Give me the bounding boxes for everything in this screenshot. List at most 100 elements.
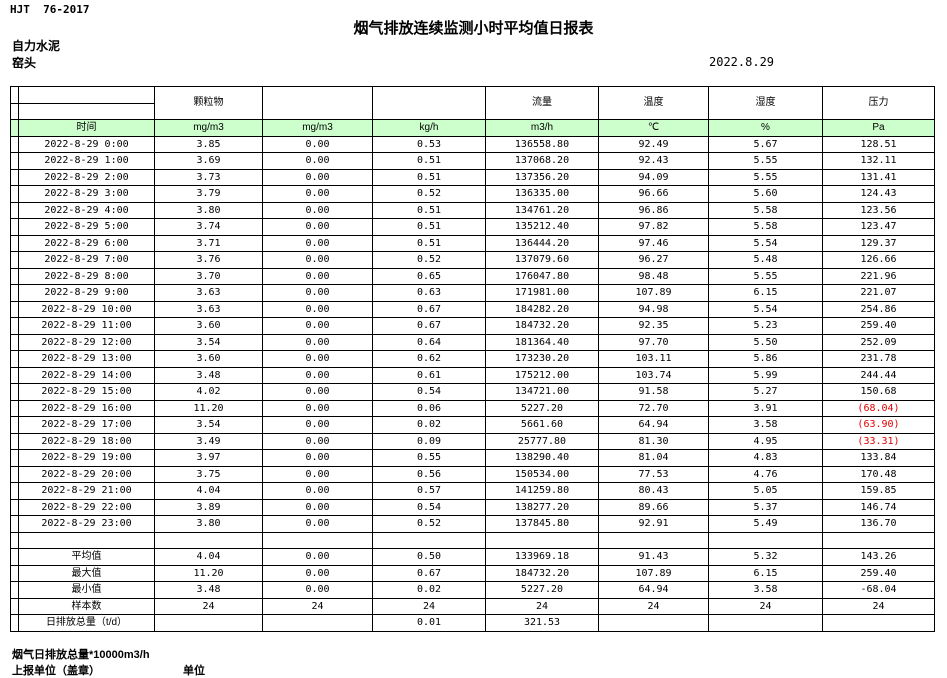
value-cell: 137068.20	[485, 152, 599, 170]
summary-spacer-cell	[10, 581, 19, 599]
value-cell: (63.90)	[822, 416, 935, 434]
value-cell: 4.83	[708, 449, 823, 467]
summary-value-cell: 184732.20	[485, 564, 599, 582]
value-cell: 0.00	[262, 185, 373, 203]
table-row: 2022-8-29 13:00 3.60 0.00 0.62 173230.20 103.…	[10, 350, 935, 368]
value-cell: 0.54	[372, 383, 486, 401]
value-cell: 0.00	[262, 234, 373, 252]
table-row: 2022-8-29 14:00 3.48 0.00 0.61 175212.00 103.…	[10, 366, 935, 384]
value-cell: 3.71	[154, 234, 263, 252]
value-cell: 131.41	[822, 168, 935, 186]
value-cell: 0.00	[262, 399, 373, 417]
summary-value-cell: 3.58	[708, 581, 823, 599]
value-cell: (68.04)	[822, 399, 935, 417]
table-row: 2022-8-29 10:00 3.63 0.00 0.67 184282.20 94.9…	[10, 300, 935, 318]
value-cell: 5.55	[708, 168, 823, 186]
value-cell: 3.85	[154, 135, 263, 153]
col-header-flow: 流量	[485, 86, 599, 120]
row-time-cell: 2022-8-29 14:00	[18, 366, 155, 384]
group-header-row: 颗粒物 流量 温度 湿度 压力	[10, 86, 935, 120]
summary-value-cell: 5227.20	[485, 581, 599, 599]
row-spacer-cell	[10, 449, 19, 467]
value-cell: 80.43	[598, 482, 709, 500]
row-spacer-cell	[10, 251, 19, 269]
value-cell: 6.15	[708, 284, 823, 302]
table-row: 2022-8-29 2:00 3.73 0.00 0.51 137356.20 94.09…	[10, 168, 935, 186]
standard-code: HJT 76-2017	[10, 3, 90, 16]
row-time-cell: 2022-8-29 7:00	[18, 251, 155, 269]
col-header-humidity: 湿度	[708, 86, 823, 120]
summary-value-cell: 4.04	[154, 548, 263, 566]
value-cell: 72.70	[598, 399, 709, 417]
value-cell: 3.89	[154, 498, 263, 516]
summary-row: 日排放总量（t/d） 0.01 321.53	[10, 614, 935, 632]
value-cell: 4.04	[154, 482, 263, 500]
row-time-cell: 2022-8-29 1:00	[18, 152, 155, 170]
units-row: 时间 mg/m3 mg/m3 kg/h m3/h ℃ % Pa	[10, 119, 935, 137]
value-cell: 5.48	[708, 251, 823, 269]
summary-value-cell: 11.20	[154, 564, 263, 582]
value-cell: 4.95	[708, 432, 823, 450]
value-cell: 3.49	[154, 432, 263, 450]
value-cell: 0.52	[372, 185, 486, 203]
header-spacer-cell	[10, 102, 19, 120]
summary-value-cell: 5.32	[708, 548, 823, 566]
value-cell: 81.04	[598, 449, 709, 467]
summary-value-cell: 0.00	[262, 548, 373, 566]
col-header-pressure: 压力	[822, 86, 935, 120]
value-cell: 128.51	[822, 135, 935, 153]
value-cell: 0.00	[262, 135, 373, 153]
value-cell: 0.51	[372, 218, 486, 236]
value-cell: 0.64	[372, 333, 486, 351]
value-cell: 136558.80	[485, 135, 599, 153]
row-time-cell: 2022-8-29 15:00	[18, 383, 155, 401]
row-time-cell: 2022-8-29 21:00	[18, 482, 155, 500]
value-cell: 92.35	[598, 317, 709, 335]
row-time-cell: 2022-8-29 3:00	[18, 185, 155, 203]
value-cell: 94.09	[598, 168, 709, 186]
spacer-cell	[18, 531, 155, 549]
value-cell: 0.00	[262, 515, 373, 533]
value-cell: 5.67	[708, 135, 823, 153]
col-header-temperature: 温度	[598, 86, 709, 120]
value-cell: 254.86	[822, 300, 935, 318]
col-header-particulate: 颗粒物	[154, 86, 263, 120]
row-time-cell: 2022-8-29 5:00	[18, 218, 155, 236]
spacer-cell	[822, 531, 935, 549]
value-cell: 5.23	[708, 317, 823, 335]
summary-value-cell: 0.01	[372, 614, 486, 632]
unit-cell: %	[708, 119, 823, 137]
summary-label-cell: 最大值	[18, 564, 155, 582]
unit-cell: ℃	[598, 119, 709, 137]
table-row: 2022-8-29 20:00 3.75 0.00 0.56 150534.00 77.5…	[10, 465, 935, 483]
value-cell: 0.65	[372, 267, 486, 285]
value-cell: 259.40	[822, 317, 935, 335]
value-cell: 136444.20	[485, 234, 599, 252]
value-cell: 5.60	[708, 185, 823, 203]
summary-value-cell	[708, 614, 823, 632]
value-cell: 5.50	[708, 333, 823, 351]
header-spacer-cell	[10, 86, 19, 104]
row-time-cell: 2022-8-29 12:00	[18, 333, 155, 351]
value-cell: 0.09	[372, 432, 486, 450]
row-spacer-cell	[10, 168, 19, 186]
value-cell: 3.74	[154, 218, 263, 236]
value-cell: 5661.60	[485, 416, 599, 434]
value-cell: 0.52	[372, 515, 486, 533]
value-cell: 4.76	[708, 465, 823, 483]
value-cell: 176047.80	[485, 267, 599, 285]
summary-value-cell: 6.15	[708, 564, 823, 582]
value-cell: 0.67	[372, 300, 486, 318]
col-header-blank-1	[262, 86, 373, 120]
summary-spacer-cell	[10, 548, 19, 566]
value-cell: 92.43	[598, 152, 709, 170]
summary-value-cell: 64.94	[598, 581, 709, 599]
summary-value-cell: 0.00	[262, 581, 373, 599]
spacer-cell	[598, 531, 709, 549]
table-row: 2022-8-29 11:00 3.60 0.00 0.67 184732.20 92.3…	[10, 317, 935, 335]
value-cell: 0.00	[262, 416, 373, 434]
summary-spacer-cell	[10, 597, 19, 615]
value-cell: 77.53	[598, 465, 709, 483]
row-spacer-cell	[10, 416, 19, 434]
table-row: 2022-8-29 6:00 3.71 0.00 0.51 136444.20 97.46…	[10, 234, 935, 252]
